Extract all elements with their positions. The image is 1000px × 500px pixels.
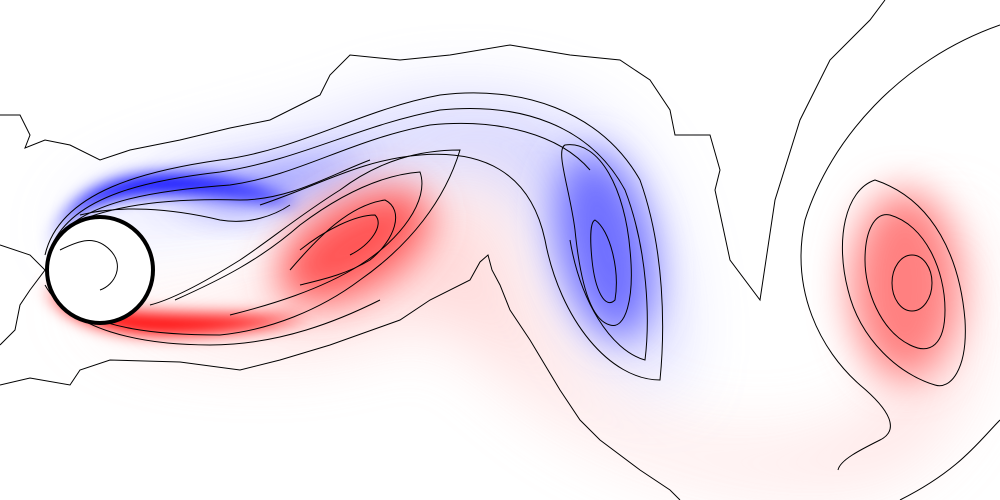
contour: [800, 24, 1000, 471]
red-vortex: [850, 190, 960, 380]
blue-vortex: [556, 151, 654, 339]
contour: [174, 171, 423, 316]
contour: [79, 204, 291, 222]
contour: [0, 244, 46, 346]
contour: [590, 219, 617, 303]
contour: [891, 254, 933, 312]
contour: [0, 0, 886, 302]
contour: [899, 419, 1000, 500]
contour: [0, 254, 681, 500]
contour: [864, 214, 946, 350]
red-wake: [60, 160, 973, 482]
contour: [842, 179, 966, 387]
red-blob: [278, 187, 432, 303]
contour: [59, 240, 118, 291]
contour: [561, 144, 632, 326]
contour: [59, 149, 461, 336]
contour: [289, 199, 397, 286]
blue-shear-extension: [160, 150, 380, 210]
contour: [59, 122, 591, 236]
contour: [44, 92, 664, 381]
blue-wake: [60, 99, 674, 390]
contour: [51, 107, 648, 361]
contour: [299, 214, 379, 256]
cylinder: [45, 215, 155, 325]
contour: [69, 159, 371, 226]
